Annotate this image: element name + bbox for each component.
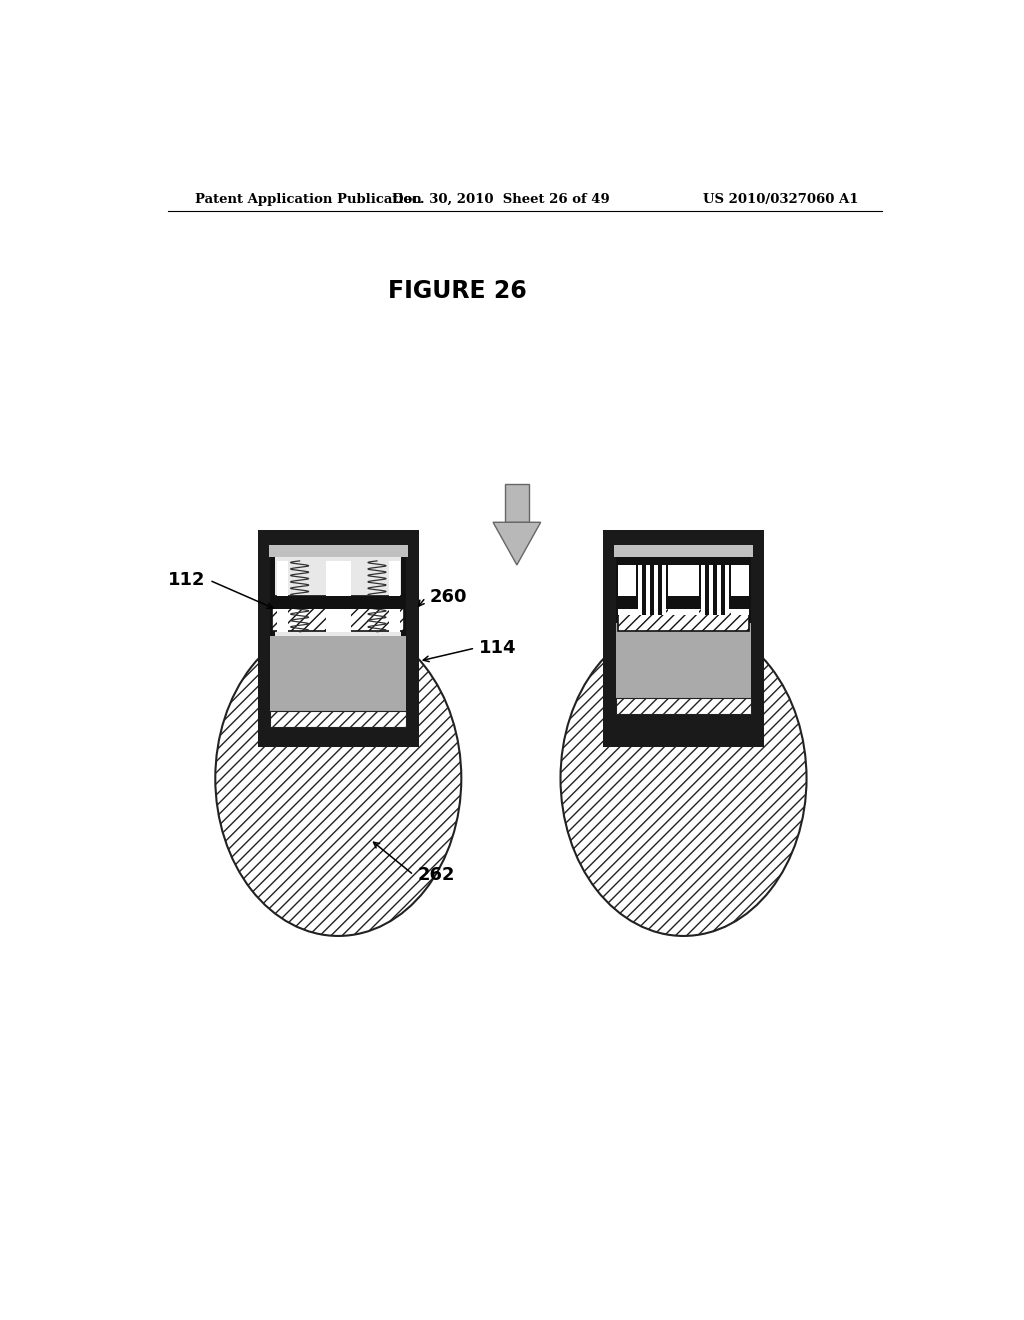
Text: Patent Application Publication: Patent Application Publication (196, 193, 422, 206)
Bar (270, 557, 275, 636)
Bar (258, 531, 419, 747)
Circle shape (215, 620, 461, 936)
Bar (270, 711, 407, 727)
Text: 112: 112 (168, 572, 206, 589)
Bar (618, 565, 636, 615)
Bar (270, 636, 407, 711)
Bar (401, 557, 407, 636)
Bar (389, 561, 399, 632)
Bar (721, 565, 725, 615)
Bar (717, 565, 721, 615)
Bar (615, 557, 752, 623)
Bar (272, 597, 404, 631)
Bar (646, 565, 650, 615)
Bar (662, 565, 666, 615)
Bar (272, 597, 404, 609)
Text: 114: 114 (479, 639, 517, 657)
Text: Dec. 30, 2010  Sheet 26 of 49: Dec. 30, 2010 Sheet 26 of 49 (392, 193, 610, 206)
Bar (603, 531, 764, 747)
Bar (725, 565, 728, 615)
Polygon shape (494, 523, 541, 565)
Bar (701, 565, 706, 615)
Bar (639, 565, 642, 615)
Bar (615, 623, 752, 698)
Bar (642, 565, 646, 615)
Bar (731, 565, 749, 615)
Bar (713, 565, 717, 615)
Text: 262: 262 (418, 866, 455, 884)
Bar (614, 545, 753, 557)
Text: US 2010/0327060 A1: US 2010/0327060 A1 (702, 193, 858, 206)
Bar (617, 597, 750, 609)
Bar (276, 561, 288, 632)
Bar (658, 565, 662, 615)
Text: FIGURE 26: FIGURE 26 (388, 279, 526, 302)
Bar (326, 561, 351, 632)
Text: 260: 260 (430, 589, 467, 606)
Bar (654, 565, 658, 615)
Bar (617, 597, 750, 631)
Bar (615, 698, 752, 714)
Bar (505, 483, 528, 523)
Bar (669, 565, 698, 615)
Circle shape (560, 620, 807, 936)
Bar (270, 557, 407, 636)
Bar (706, 565, 709, 615)
Bar (650, 565, 654, 615)
Bar (269, 545, 408, 557)
Bar (709, 565, 713, 615)
